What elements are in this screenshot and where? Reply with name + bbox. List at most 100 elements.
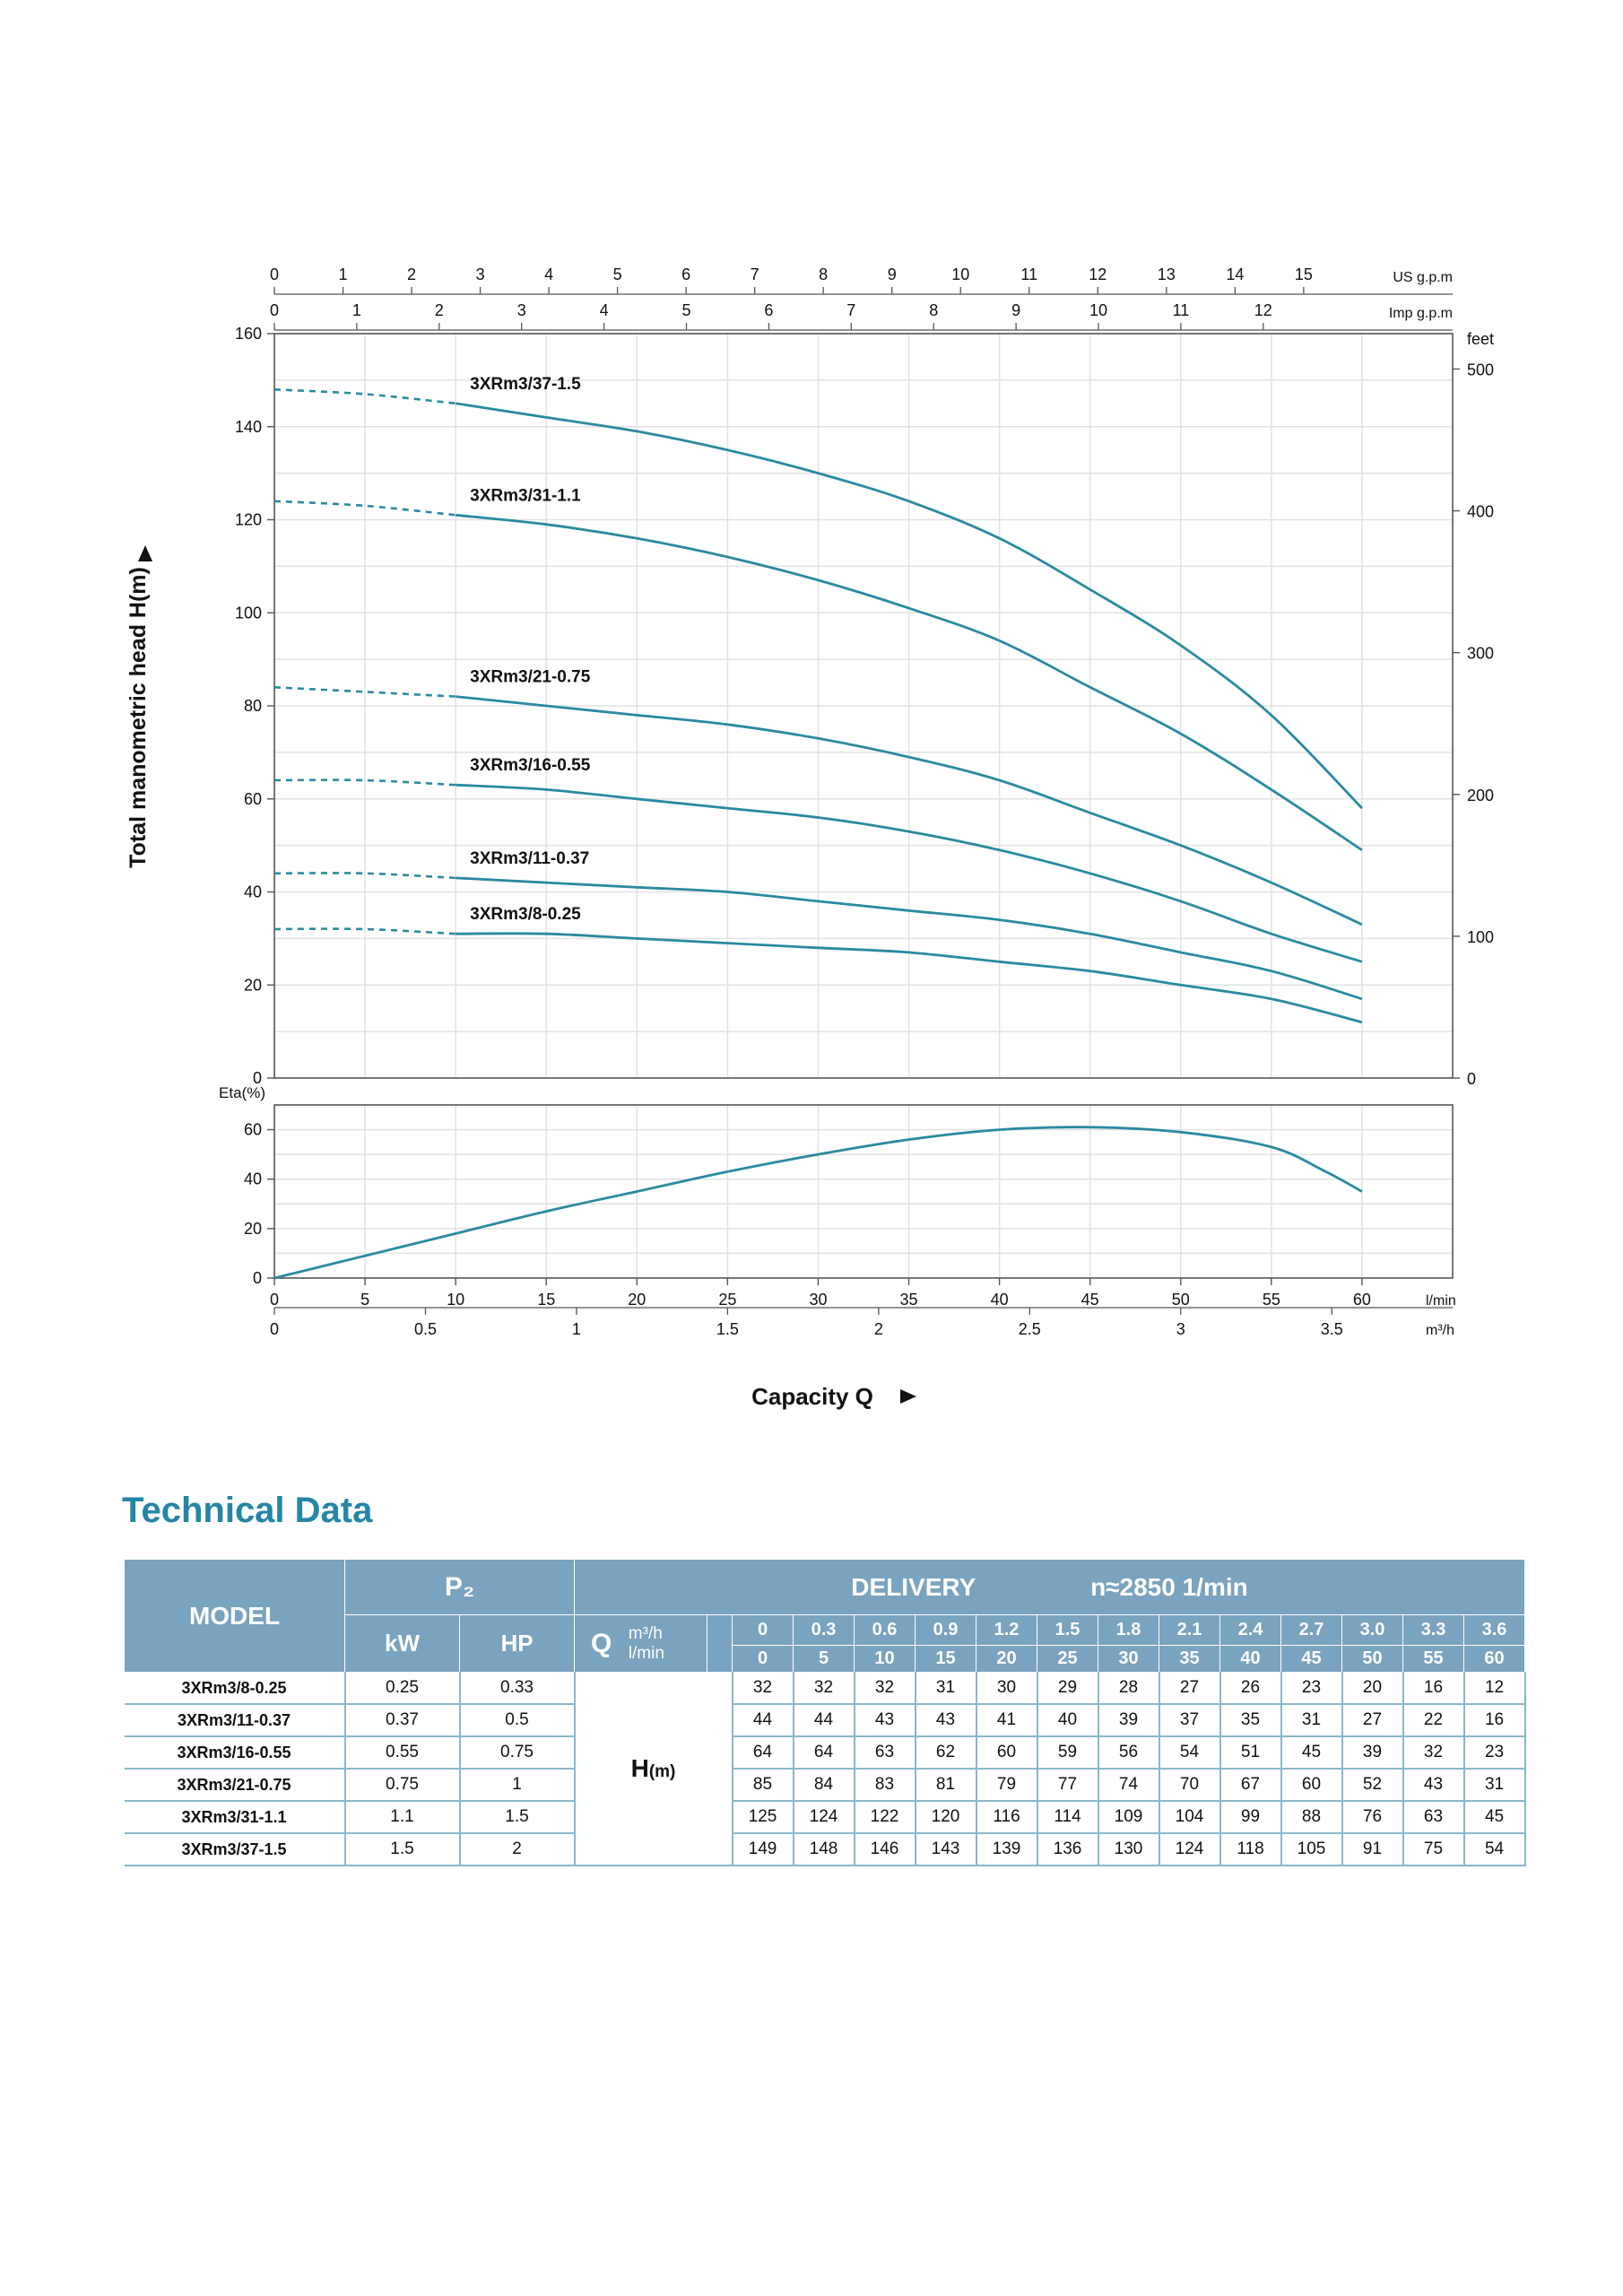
head-value-cell: 44 <box>732 1704 794 1737</box>
head-value-cell: 43 <box>854 1704 916 1737</box>
y-tick-label: 40 <box>244 883 262 901</box>
y-tick-label: 160 <box>235 325 262 343</box>
hp-header: HP <box>459 1614 575 1673</box>
y2-tick-label: 300 <box>1467 645 1494 663</box>
q-m3h: 2.7 <box>1280 1614 1342 1646</box>
kw-cell: 1.5 <box>344 1833 461 1866</box>
x-tick-label: 20 <box>628 1291 646 1309</box>
y2-tick-label: 100 <box>1467 928 1494 946</box>
curve-solid-segment <box>456 513 1363 851</box>
table-row: 3XRm3/31-1.1 1.1 1.5 125 124 122 120 116 114 109 1… <box>124 1801 1526 1834</box>
curve-solid-segment <box>456 783 1363 963</box>
head-value-cell: 39 <box>1098 1704 1160 1737</box>
model-cell: 3XRm3/21-0.75 <box>124 1769 346 1802</box>
x2-unit-label: m³/h <box>1426 1323 1454 1338</box>
model-header: MODEL <box>124 1559 345 1673</box>
hp-cell: 0.33 <box>459 1672 576 1705</box>
head-value-cell: 45 <box>1280 1736 1343 1770</box>
x-tick-label: 15 <box>537 1291 555 1309</box>
head-value-cell: 64 <box>732 1736 794 1770</box>
curve-solid-segment <box>455 402 1363 810</box>
chart-grid <box>274 334 1453 1278</box>
top-axis-label: 10 <box>951 265 969 283</box>
top-axis-label: 8 <box>819 265 828 283</box>
curve-label: 3XRm3/11-0.37 <box>470 849 589 868</box>
head-value-cell: 60 <box>976 1736 1038 1770</box>
head-value-cell: 16 <box>1463 1704 1526 1737</box>
head-value-cell: 30 <box>976 1672 1038 1705</box>
head-value-cell: 35 <box>1219 1704 1282 1737</box>
top-axis-label: 1 <box>339 265 348 283</box>
p2-header: P₂ <box>344 1559 575 1615</box>
curve-label: 3XRm3/31-1.1 <box>470 486 581 505</box>
q-lmin: 5 <box>793 1645 855 1673</box>
hp-cell: 2 <box>459 1833 576 1866</box>
q-m3h: 2.4 <box>1219 1614 1281 1646</box>
q-lmin: 50 <box>1341 1645 1403 1673</box>
y-axis-arrow-icon <box>138 545 152 561</box>
chart-labels: 3XRm3/37-1.5 3XRm3/31-1.1 3XRm3/21-0.75 3XR… <box>470 375 591 924</box>
y-tick-label: 100 <box>235 604 262 622</box>
head-value-cell: 120 <box>915 1801 977 1834</box>
y2-tick-label: 500 <box>1467 361 1494 378</box>
x2-tick-label: 2 <box>874 1320 883 1338</box>
head-value-cell: 83 <box>854 1769 916 1802</box>
technical-data-title: Technical Data <box>122 1491 373 1530</box>
top-axis-label: 10 <box>1089 301 1107 319</box>
head-value-cell: 136 <box>1037 1833 1099 1866</box>
head-value-cell: 77 <box>1037 1769 1099 1802</box>
x2-tick-label: 3 <box>1176 1320 1185 1338</box>
head-value-cell: 27 <box>1159 1672 1221 1705</box>
table-row: 3XRm3/16-0.55 0.55 0.75 64 64 63 62 60 59 56 54 51 4… <box>124 1736 1526 1770</box>
head-value-cell: 44 <box>793 1704 855 1737</box>
head-value-cell: 116 <box>976 1801 1038 1834</box>
head-value-cell: 62 <box>915 1736 977 1770</box>
top-axis-label: 14 <box>1226 265 1244 283</box>
head-value-cell: 23 <box>1280 1672 1343 1705</box>
head-value-cell: 130 <box>1098 1833 1160 1866</box>
curve-label: 3XRm3/16-0.55 <box>470 756 591 775</box>
table-row: 3XRm3/37-1.5 1.5 2 149 148 146 143 139 136 130 124… <box>124 1833 1526 1866</box>
head-value-cell: 81 <box>915 1769 977 1802</box>
speed-header: n≈2850 1/min <box>1090 1572 1248 1601</box>
top-axis-label: 0 <box>270 301 279 319</box>
top-axis-label: 9 <box>888 265 897 283</box>
y2-unit-label: feet <box>1467 330 1494 348</box>
head-value-cell: 75 <box>1402 1833 1465 1866</box>
top-axis-label: 2 <box>407 265 416 283</box>
kw-cell: 0.37 <box>344 1704 461 1737</box>
eta-y-tick-label: 0 <box>253 1269 262 1287</box>
head-value-cell: 74 <box>1098 1769 1160 1802</box>
kw-cell: 0.75 <box>344 1769 461 1802</box>
x2-tick-label: 0 <box>270 1320 279 1338</box>
model-cell: 3XRm3/8-0.25 <box>124 1672 346 1705</box>
head-value-cell: 41 <box>976 1704 1038 1737</box>
top-axis-label: 11 <box>1173 301 1190 319</box>
head-value-cell: 12 <box>1463 1672 1526 1705</box>
efficiency-curve <box>273 1126 1363 1280</box>
head-value-cell: 139 <box>976 1833 1038 1866</box>
head-value-cell: 59 <box>1037 1736 1099 1770</box>
q-lmin: 10 <box>854 1645 916 1673</box>
head-value-cell: 149 <box>732 1833 794 1866</box>
x-tick-label: 25 <box>718 1291 736 1309</box>
head-value-cell: 99 <box>1219 1801 1282 1834</box>
q-m3h: 0.6 <box>854 1614 916 1646</box>
head-value-cell: 88 <box>1280 1801 1343 1834</box>
head-value-cell: 118 <box>1219 1833 1282 1866</box>
q-m3h: 1.5 <box>1037 1614 1098 1646</box>
q-lmin: 45 <box>1280 1645 1342 1673</box>
top-axis-label: 8 <box>929 301 938 319</box>
head-value-cell: 56 <box>1098 1736 1160 1770</box>
curve-solid-segment <box>456 932 1363 1024</box>
y2-tick-label: 400 <box>1467 503 1494 521</box>
eta-y-tick-label: 20 <box>244 1220 262 1238</box>
head-value-cell: 20 <box>1341 1672 1404 1705</box>
q-lmin: 25 <box>1037 1645 1098 1673</box>
x-tick-label: 0 <box>270 1291 279 1309</box>
x2-tick-label: 1 <box>572 1320 581 1338</box>
head-value-cell: 63 <box>854 1736 916 1770</box>
hp-cell: 1.5 <box>459 1801 576 1834</box>
head-value-cell: 32 <box>854 1672 916 1705</box>
q-m3h: 1.2 <box>976 1614 1037 1646</box>
